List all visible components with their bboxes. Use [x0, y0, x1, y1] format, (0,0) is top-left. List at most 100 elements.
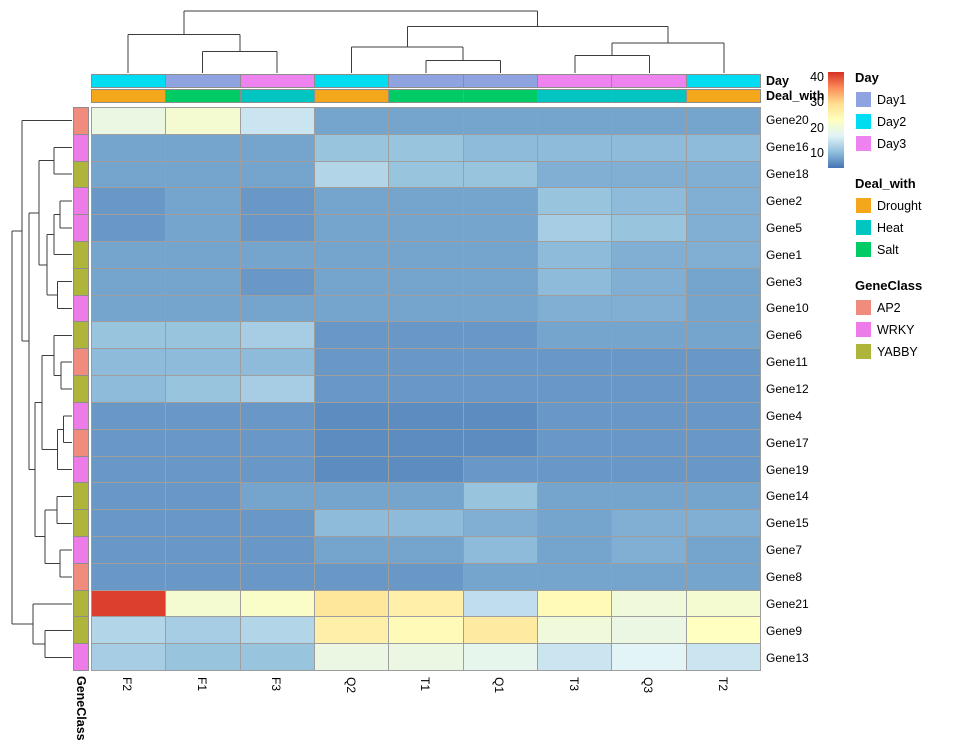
scale-tick-label: 10	[810, 145, 824, 160]
heatmap-cell	[612, 295, 686, 322]
deal-with-annotation-cell	[389, 90, 463, 102]
legend-group-title: GeneClass	[855, 278, 923, 293]
heatmap-cell	[389, 617, 463, 644]
column-label: F2	[120, 677, 135, 692]
geneclass-annotation-cell	[74, 161, 88, 188]
heatmap-cell	[92, 402, 166, 429]
heatmap-cell	[686, 402, 760, 429]
heatmap-cell	[240, 536, 314, 563]
heatmap-cell	[166, 483, 240, 510]
legend-swatch	[856, 300, 871, 315]
heatmap-cell	[315, 536, 389, 563]
heatmap-cell	[240, 322, 314, 349]
heatmap-cell	[612, 510, 686, 536]
deal-with-annotation-cell	[612, 90, 686, 102]
heatmap-cell	[463, 456, 537, 483]
heatmap-cell	[612, 349, 686, 376]
heatmap-cell	[166, 536, 240, 563]
heatmap-cell	[92, 242, 166, 268]
heatmap-cell	[612, 536, 686, 563]
legend-swatch	[856, 114, 871, 129]
heatmap-cell	[92, 510, 166, 536]
heatmap-cell	[166, 563, 240, 590]
geneclass-annotation-cell	[74, 402, 88, 429]
heatmap-cell	[463, 536, 537, 563]
day-annotation-cell	[92, 75, 166, 87]
row-label: Gene6	[766, 328, 803, 343]
legend-item-label: Day1	[877, 93, 907, 107]
deal-with-annotation-cell	[92, 90, 166, 102]
heatmap-cell	[686, 161, 760, 188]
geneclass-annotation-cell	[74, 429, 88, 456]
row-label: Gene19	[766, 462, 809, 477]
row-label: Gene15	[766, 516, 809, 531]
heatmap-cell	[463, 322, 537, 349]
geneclass-annotation-cell	[74, 108, 88, 134]
heatmap-cell	[686, 268, 760, 295]
heatmap-cell	[538, 376, 612, 402]
legend-item-label: Day3	[877, 137, 907, 151]
heatmap-cell	[92, 483, 166, 510]
heatmap-cell	[92, 429, 166, 456]
row-label: Gene14	[766, 489, 809, 504]
heatmap-cell	[240, 644, 314, 670]
geneclass-annotation-cell	[74, 188, 88, 215]
heatmap-cell	[240, 268, 314, 295]
heatmap-cell	[463, 295, 537, 322]
heatmap-cell	[612, 456, 686, 483]
heatmap-cell	[315, 483, 389, 510]
heatmap-cell	[240, 215, 314, 242]
heatmap-cell	[315, 402, 389, 429]
heatmap-cell	[463, 590, 537, 617]
day-annotation-cell	[240, 75, 314, 87]
row-label: Gene10	[766, 301, 809, 316]
column-label: T1	[418, 677, 432, 692]
geneclass-annotation-cell	[74, 349, 88, 376]
heatmap-cell	[92, 188, 166, 215]
legend-swatch	[856, 220, 871, 235]
heatmap-cell	[612, 322, 686, 349]
scale-tick-label: 40	[810, 70, 824, 85]
heatmap-cell	[315, 242, 389, 268]
heatmap-cell	[389, 349, 463, 376]
heatmap-cell	[686, 536, 760, 563]
heatmap-cell	[389, 563, 463, 590]
heatmap-cell	[612, 563, 686, 590]
row-label: Gene8	[766, 570, 803, 584]
heatmap-cell	[389, 536, 463, 563]
row-label: Gene12	[766, 382, 809, 396]
geneclass-annotation-cell	[74, 590, 88, 617]
heatmap-cell	[686, 108, 760, 134]
heatmap-cell	[612, 644, 686, 670]
heatmap-cell	[166, 322, 240, 349]
heatmap-cell	[389, 402, 463, 429]
heatmap-cell	[92, 108, 166, 134]
heatmap-cell	[463, 242, 537, 268]
heatmap-cell	[686, 429, 760, 456]
geneclass-annotation-cell	[74, 215, 88, 242]
column-label: F1	[194, 677, 209, 692]
legend-item-label: WRKY	[877, 323, 915, 337]
heatmap-cell	[389, 376, 463, 402]
heatmap-cell	[686, 590, 760, 617]
heatmap-cell	[240, 108, 314, 134]
geneclass-annotation-cell	[74, 242, 88, 268]
legend-item-label: Salt	[877, 243, 899, 257]
heatmap-cell	[315, 108, 389, 134]
column-dendrogram	[127, 10, 725, 73]
geneclass-annotation-cell	[74, 322, 88, 349]
heatmap-cell	[612, 268, 686, 295]
heatmap-cell	[612, 242, 686, 268]
heatmap-cell	[538, 349, 612, 376]
heatmap-cell	[240, 563, 314, 590]
heatmap-cell	[612, 590, 686, 617]
day-annotation-cell	[463, 75, 537, 87]
heatmap-cell	[92, 456, 166, 483]
heatmap-cell	[686, 644, 760, 670]
heatmap-cell	[612, 161, 686, 188]
heatmap-cell	[92, 268, 166, 295]
heatmap-cell	[389, 483, 463, 510]
heatmap-cell	[389, 268, 463, 295]
geneclass-annotation-cell	[74, 376, 88, 402]
heatmap-cell	[166, 134, 240, 161]
